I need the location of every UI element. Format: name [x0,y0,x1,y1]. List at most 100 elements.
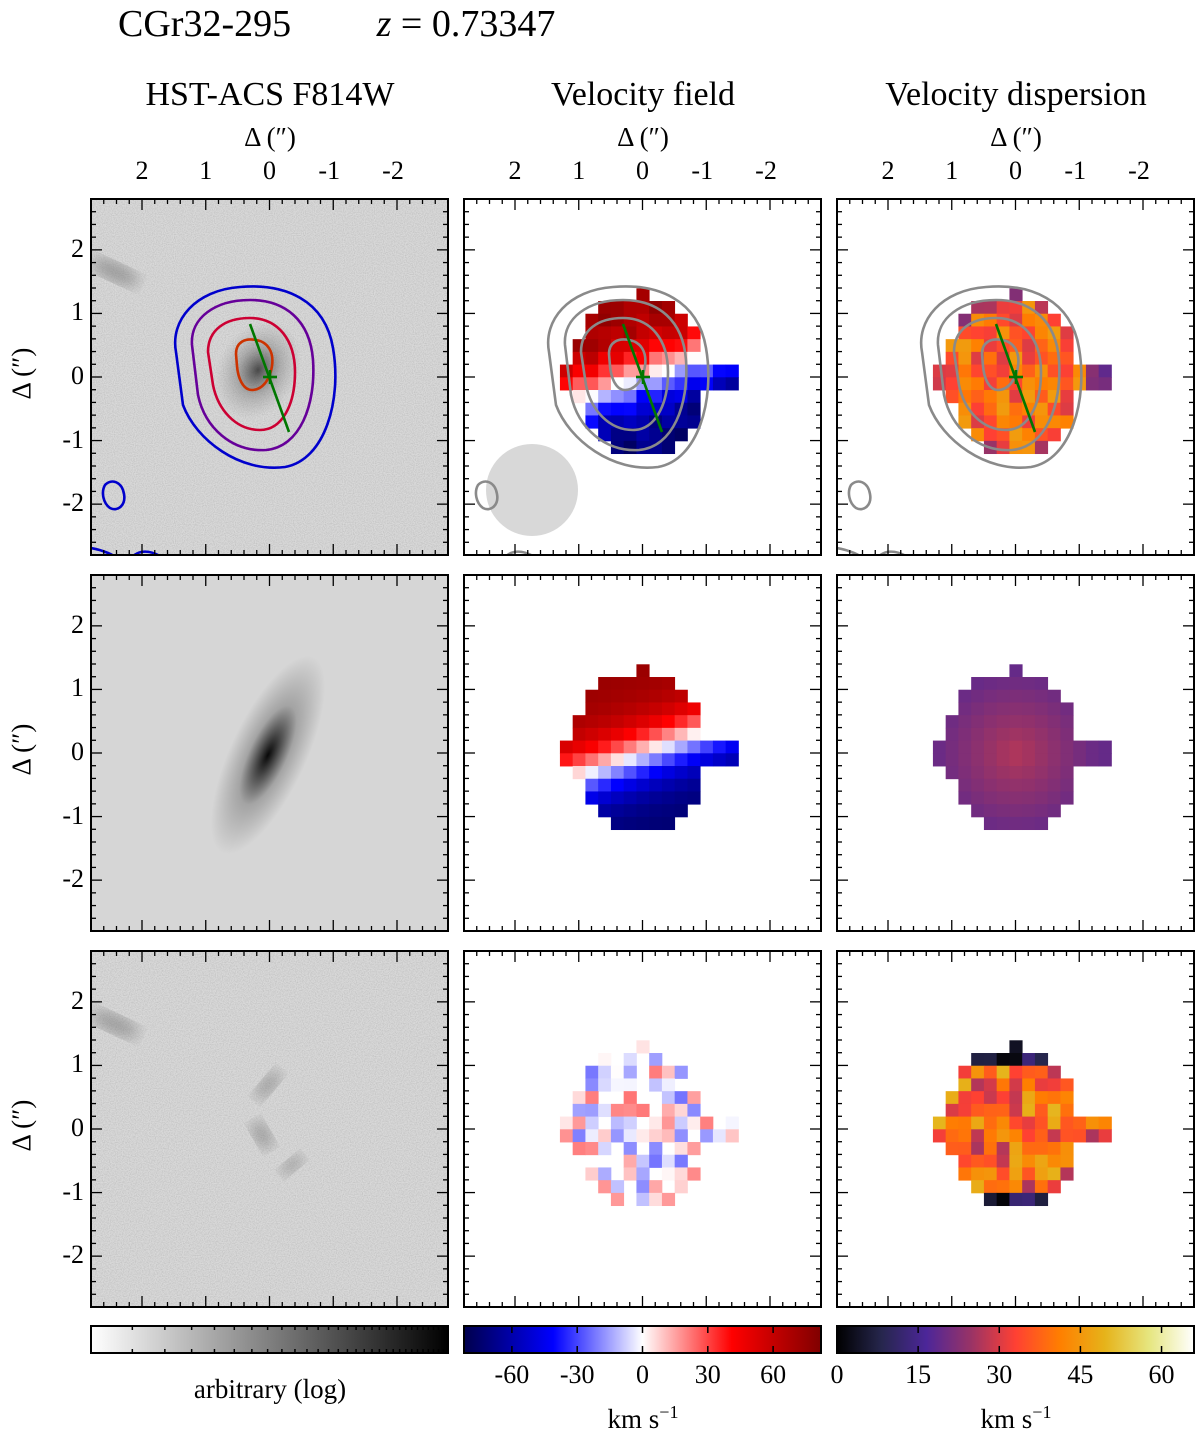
spaxel [1047,1065,1061,1079]
spaxel [983,804,998,818]
spaxel [661,415,676,429]
spaxel [1022,313,1036,327]
spaxel [559,753,574,767]
x-tick-label: 1 [199,156,213,185]
spaxel [610,766,625,780]
spaxel [996,1053,1010,1067]
spaxel [572,715,586,729]
spaxel [585,339,599,353]
spaxel [649,1053,663,1067]
spaxel [623,1154,637,1168]
spaxel [649,677,663,691]
spaxel [996,1065,1010,1079]
spaxel [983,715,998,729]
spaxel [1060,753,1074,767]
spaxel [983,390,998,404]
spaxel [971,1065,985,1079]
spaxel [1060,766,1074,780]
spaxel [598,390,612,404]
spaxel [1022,1142,1036,1156]
panel-model-image [91,575,448,931]
spaxel [1060,1167,1074,1181]
spaxel [585,1091,599,1105]
spaxel [1034,778,1049,792]
spaxel [610,1192,625,1207]
spaxel [971,377,985,391]
spaxel [1060,1142,1074,1156]
spaxel [674,791,688,805]
spaxel [1022,791,1036,805]
spaxel [674,804,688,818]
panel-frames [90,198,1195,1308]
colorbar-tick-label: 0 [636,1360,649,1389]
spaxel [983,326,998,340]
spaxel [700,377,714,391]
spaxel [623,766,637,780]
spaxel [585,1167,599,1181]
spaxel [958,715,972,729]
spaxel [983,1180,998,1194]
x-axis-label-velocity: Δ (″) [617,122,669,152]
spaxel [623,689,637,703]
spaxel [712,364,727,378]
spaxel [971,1091,985,1105]
spaxel [687,415,701,429]
spaxel [585,753,599,767]
y-tick-label: 0 [71,737,84,766]
spaxel [649,804,663,818]
spaxel [725,377,739,391]
colorbar-tick-label: 0 [830,1360,844,1389]
spaxel [636,1129,650,1143]
spaxel [945,715,959,729]
spaxel [971,1142,985,1156]
spaxel [1009,390,1023,404]
spaxel [996,766,1010,780]
spaxel [585,1116,599,1130]
spaxel [1098,377,1112,391]
spaxel [687,740,701,754]
spaxel [1022,1103,1036,1118]
spaxel [1047,1091,1061,1105]
spaxel [585,715,599,729]
spaxel [687,791,701,805]
spaxel [996,390,1010,404]
spaxel [958,339,972,353]
spaxel [958,1103,972,1118]
dispersion-residual [932,1040,1112,1207]
spaxel [1022,1091,1036,1105]
spaxel [971,301,985,315]
spaxel [572,1116,586,1130]
spaxel [1047,1167,1061,1181]
spaxel [1060,390,1074,404]
contours-dispersion-panel [837,285,1083,555]
spaxel [1060,1116,1074,1130]
spaxel [623,1091,637,1105]
y-tick-label: 2 [71,609,84,639]
spaxel [598,1180,612,1194]
spaxel [958,1116,972,1130]
spaxel [661,727,676,742]
spaxel [712,377,727,391]
x-tick-label: -2 [755,156,777,185]
spaxel [983,1065,998,1079]
spaxel [623,1116,637,1130]
spaxel [996,791,1010,805]
spaxel [623,753,637,767]
spaxel [687,364,701,378]
spaxel [945,753,959,767]
spaxel [958,753,972,767]
object-name: CGr32-295 [118,3,292,45]
spaxel [971,1053,985,1067]
spaxel [649,428,663,442]
spaxel [1009,778,1023,792]
frame-r1-c1 [463,574,822,932]
frame-r1-c0 [90,574,449,932]
spaxel [1009,727,1023,742]
spaxel [661,766,676,780]
spaxel [649,1192,663,1207]
spaxel [1022,1065,1036,1079]
spaxel [674,1116,688,1130]
spaxel [623,428,637,442]
spaxel [958,727,972,742]
spaxel [661,402,676,416]
